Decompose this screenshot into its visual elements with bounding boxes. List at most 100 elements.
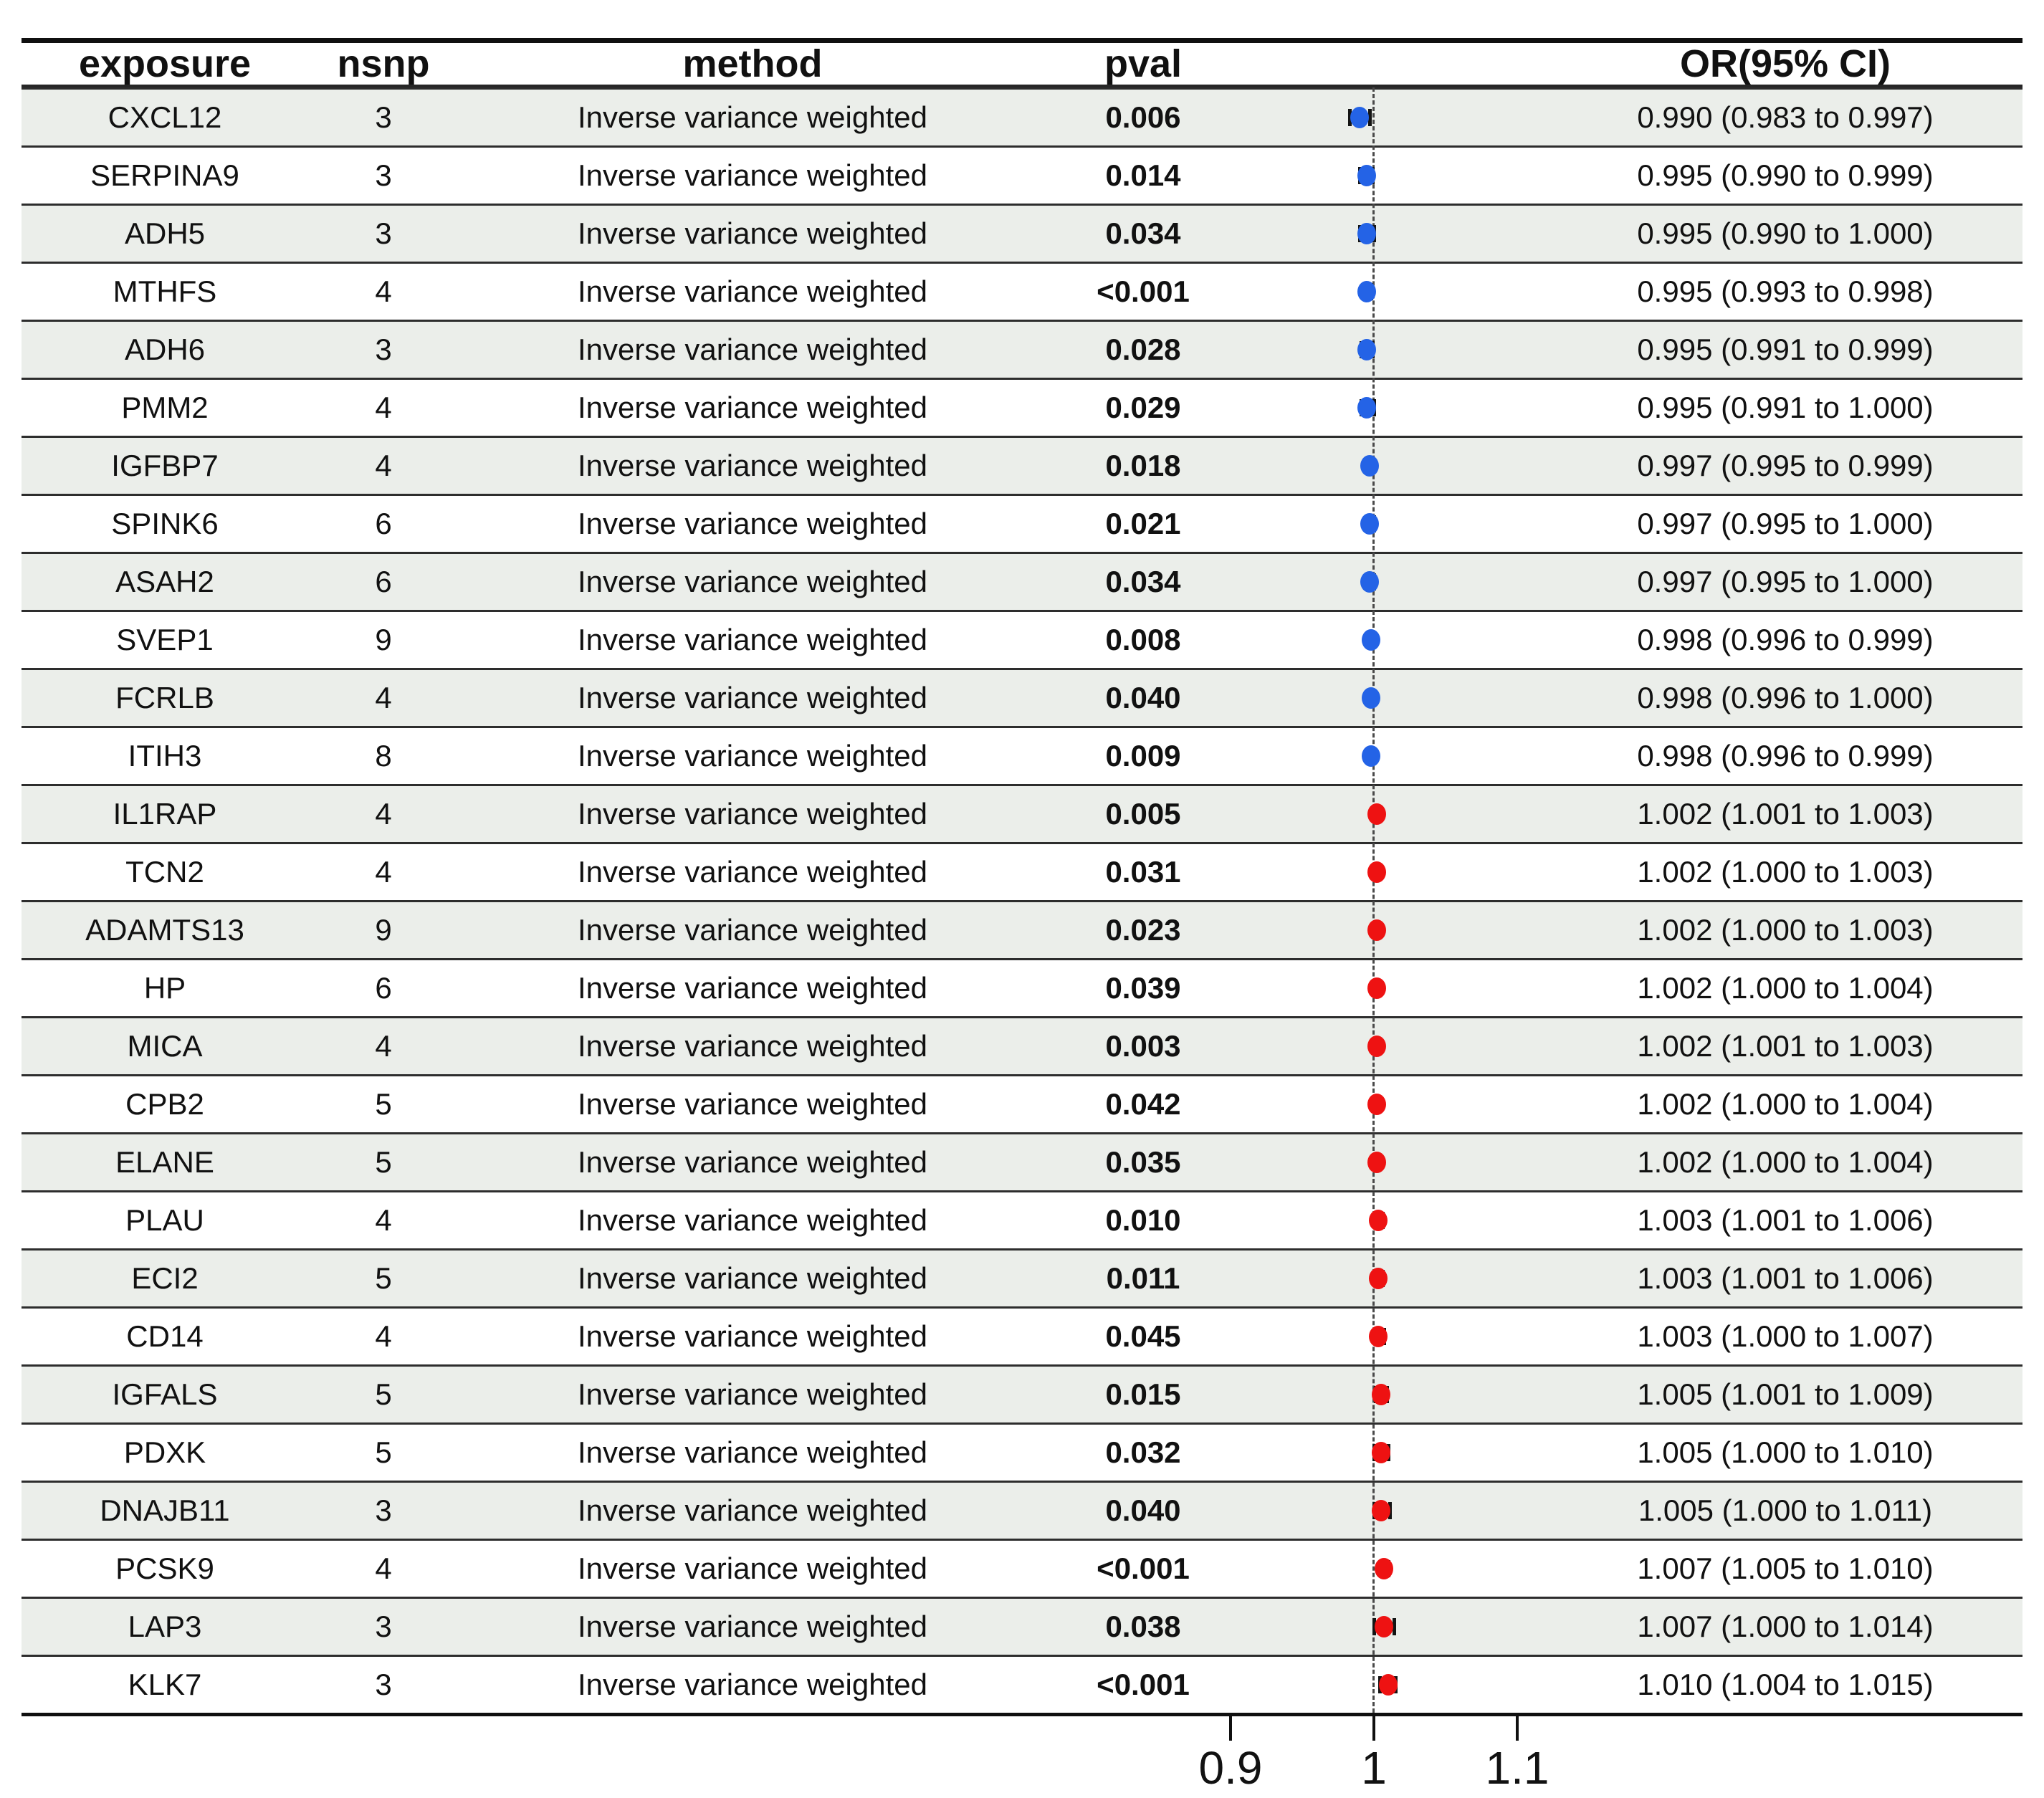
method-cell: Inverse variance weighted bbox=[578, 623, 927, 656]
method-cell: Inverse variance weighted bbox=[578, 1551, 927, 1585]
exposure-cell: PMM2 bbox=[121, 391, 209, 424]
exposure-cell: CD14 bbox=[126, 1319, 204, 1353]
nsnp-cell: 3 bbox=[375, 1668, 392, 1701]
nsnp-cell: 4 bbox=[375, 449, 392, 482]
method-cell: Inverse variance weighted bbox=[578, 216, 927, 250]
nsnp-cell: 4 bbox=[375, 855, 392, 889]
forest-plot-cell bbox=[1240, 264, 1548, 320]
forest-plot-cell bbox=[1240, 844, 1548, 900]
or-marker bbox=[1360, 455, 1379, 477]
pval-cell: 0.032 bbox=[1105, 1435, 1181, 1469]
exposure-cell: DNAJB11 bbox=[100, 1493, 230, 1527]
table-row: KLK7 3 Inverse variance weighted <0.001 … bbox=[22, 1655, 2022, 1713]
exposure-cell: MTHFS bbox=[113, 274, 217, 308]
method-cell: Inverse variance weighted bbox=[578, 971, 927, 1005]
forest-plot-cell bbox=[1240, 438, 1548, 494]
table-row: SVEP1 9 Inverse variance weighted 0.008 … bbox=[22, 610, 2022, 668]
table-row: ADH6 3 Inverse variance weighted 0.028 0… bbox=[22, 320, 2022, 378]
pval-cell: 0.011 bbox=[1106, 1261, 1180, 1295]
forest-plot-cell bbox=[1240, 902, 1548, 958]
or-marker bbox=[1367, 1152, 1386, 1173]
or-marker bbox=[1350, 107, 1369, 128]
pval-cell: <0.001 bbox=[1097, 1551, 1190, 1585]
method-cell: Inverse variance weighted bbox=[578, 913, 927, 947]
exposure-cell: ELANE bbox=[115, 1145, 214, 1179]
axis-tick-label: 1.1 bbox=[1485, 1742, 1549, 1794]
or-marker bbox=[1357, 165, 1376, 186]
table-row: ELANE 5 Inverse variance weighted 0.035 … bbox=[22, 1132, 2022, 1190]
pval-cell: 0.021 bbox=[1105, 507, 1181, 540]
pval-cell: <0.001 bbox=[1097, 274, 1190, 308]
or-marker bbox=[1367, 977, 1386, 999]
exposure-cell: SVEP1 bbox=[116, 623, 214, 656]
or-ci-cell: 1.003 (1.001 to 1.006) bbox=[1637, 1261, 1934, 1295]
x-axis: 0.9 1 1.1 bbox=[22, 1713, 2022, 1795]
or-ci-cell: 1.010 (1.004 to 1.015) bbox=[1637, 1668, 1934, 1701]
table-row: DNAJB11 3 Inverse variance weighted 0.04… bbox=[22, 1481, 2022, 1539]
or-marker bbox=[1379, 1674, 1398, 1696]
table-row: CPB2 5 Inverse variance weighted 0.042 1… bbox=[22, 1074, 2022, 1132]
table-row: ADAMTS13 9 Inverse variance weighted 0.0… bbox=[22, 900, 2022, 958]
forest-plot-cell bbox=[1240, 1483, 1548, 1539]
nsnp-cell: 9 bbox=[375, 913, 392, 947]
exposure-cell: ADAMTS13 bbox=[85, 913, 244, 947]
or-marker bbox=[1357, 223, 1376, 244]
exposure-cell: IL1RAP bbox=[113, 797, 217, 831]
or-marker bbox=[1367, 919, 1386, 941]
or-ci-cell: 1.002 (1.000 to 1.004) bbox=[1637, 971, 1934, 1005]
nsnp-cell: 3 bbox=[375, 216, 392, 250]
forest-plot-cell bbox=[1240, 612, 1548, 668]
table-row: IGFBP7 4 Inverse variance weighted 0.018… bbox=[22, 436, 2022, 494]
exposure-cell: ADH5 bbox=[124, 216, 206, 250]
forest-plot-cell bbox=[1240, 322, 1548, 378]
table-row: ECI2 5 Inverse variance weighted 0.011 1… bbox=[22, 1248, 2022, 1306]
method-cell: Inverse variance weighted bbox=[578, 1087, 927, 1121]
or-marker bbox=[1357, 339, 1376, 360]
or-marker bbox=[1362, 629, 1380, 651]
pval-cell: 0.042 bbox=[1105, 1087, 1181, 1121]
or-ci-cell: 1.002 (1.001 to 1.003) bbox=[1637, 797, 1934, 831]
nsnp-cell: 6 bbox=[375, 507, 392, 540]
forest-plot-cell bbox=[1240, 1541, 1548, 1597]
nsnp-cell: 3 bbox=[375, 1610, 392, 1643]
pval-cell: 0.031 bbox=[1105, 855, 1181, 889]
pval-cell: 0.009 bbox=[1105, 739, 1181, 773]
axis-tick bbox=[1516, 1716, 1519, 1741]
nsnp-cell: 4 bbox=[375, 274, 392, 308]
forest-plot-cell bbox=[1240, 1192, 1548, 1248]
exposure-cell: MICA bbox=[127, 1029, 203, 1063]
exposure-cell: PLAU bbox=[125, 1203, 204, 1237]
or-marker bbox=[1372, 1442, 1390, 1463]
or-ci-cell: 0.997 (0.995 to 1.000) bbox=[1637, 507, 1934, 540]
method-cell: Inverse variance weighted bbox=[578, 565, 927, 598]
exposure-cell: CXCL12 bbox=[108, 100, 222, 134]
exposure-cell: PDXK bbox=[123, 1435, 206, 1469]
nsnp-cell: 4 bbox=[375, 1319, 392, 1353]
header-pval: pval bbox=[1104, 42, 1183, 85]
nsnp-cell: 4 bbox=[375, 681, 392, 714]
or-ci-cell: 1.002 (1.000 to 1.003) bbox=[1637, 913, 1934, 947]
or-marker bbox=[1367, 1094, 1386, 1115]
or-ci-cell: 0.995 (0.990 to 0.999) bbox=[1637, 158, 1934, 192]
forest-plot-cell bbox=[1240, 1076, 1548, 1132]
pval-cell: <0.001 bbox=[1097, 1668, 1190, 1701]
exposure-cell: ASAH2 bbox=[115, 565, 214, 598]
exposure-cell: TCN2 bbox=[125, 855, 204, 889]
or-marker bbox=[1367, 861, 1386, 883]
or-ci-cell: 1.003 (1.001 to 1.006) bbox=[1637, 1203, 1934, 1237]
or-marker bbox=[1375, 1558, 1393, 1579]
header-nsnp: nsnp bbox=[337, 42, 430, 85]
or-ci-cell: 0.998 (0.996 to 0.999) bbox=[1637, 739, 1934, 773]
axis-tick-label: 1 bbox=[1361, 1742, 1387, 1794]
pval-cell: 0.029 bbox=[1105, 391, 1181, 424]
table-row: PLAU 4 Inverse variance weighted 0.010 1… bbox=[22, 1190, 2022, 1248]
table-row: IGFALS 5 Inverse variance weighted 0.015… bbox=[22, 1364, 2022, 1422]
nsnp-cell: 4 bbox=[375, 1029, 392, 1063]
or-marker bbox=[1369, 1268, 1388, 1289]
pval-cell: 0.038 bbox=[1105, 1610, 1181, 1643]
nsnp-cell: 3 bbox=[375, 1493, 392, 1527]
header-method: method bbox=[682, 42, 823, 85]
pval-cell: 0.005 bbox=[1105, 797, 1181, 831]
or-marker bbox=[1372, 1500, 1390, 1521]
